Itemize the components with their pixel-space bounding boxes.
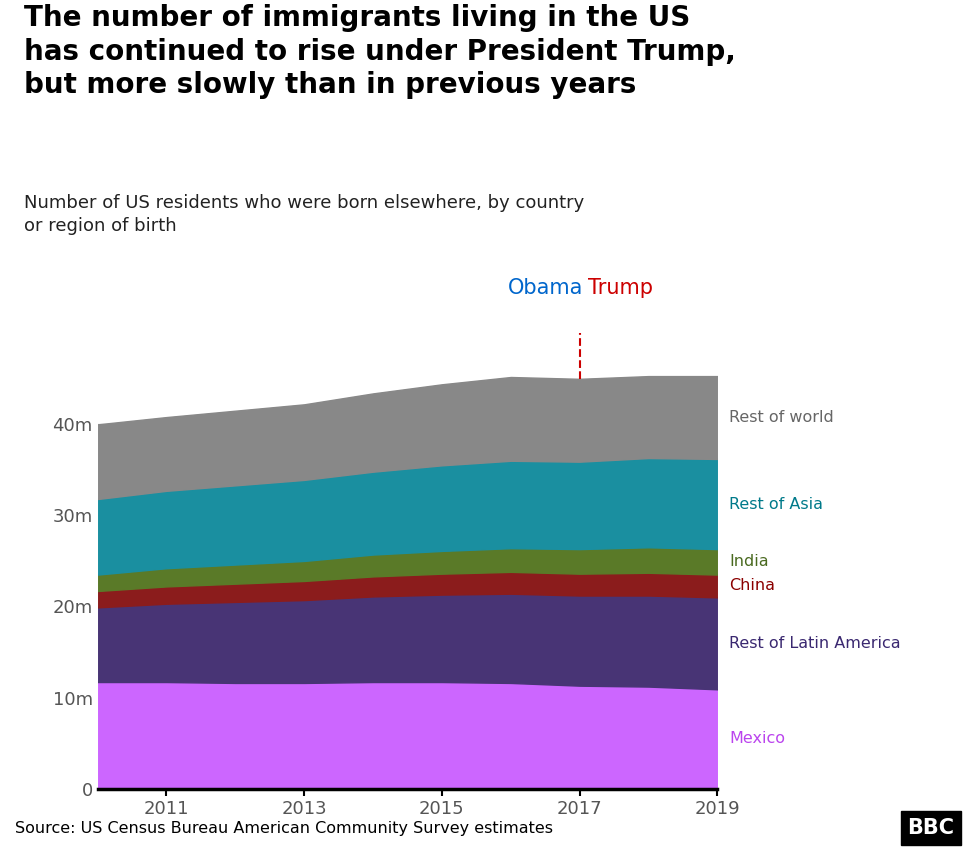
Text: Mexico: Mexico [729, 731, 785, 746]
Text: The number of immigrants living in the US
has continued to rise under President : The number of immigrants living in the U… [24, 4, 736, 100]
Text: BBC: BBC [908, 818, 955, 838]
Text: Number of US residents who were born elsewhere, by country
or region of birth: Number of US residents who were born els… [24, 193, 585, 235]
Text: Rest of Latin America: Rest of Latin America [729, 636, 901, 651]
Text: Rest of Asia: Rest of Asia [729, 497, 823, 511]
Text: Trump: Trump [588, 278, 653, 298]
Text: China: China [729, 578, 775, 594]
Text: India: India [729, 554, 769, 570]
Text: Rest of world: Rest of world [729, 410, 834, 425]
Text: Source: US Census Bureau American Community Survey estimates: Source: US Census Bureau American Commun… [15, 820, 552, 836]
Text: Obama: Obama [508, 278, 583, 298]
